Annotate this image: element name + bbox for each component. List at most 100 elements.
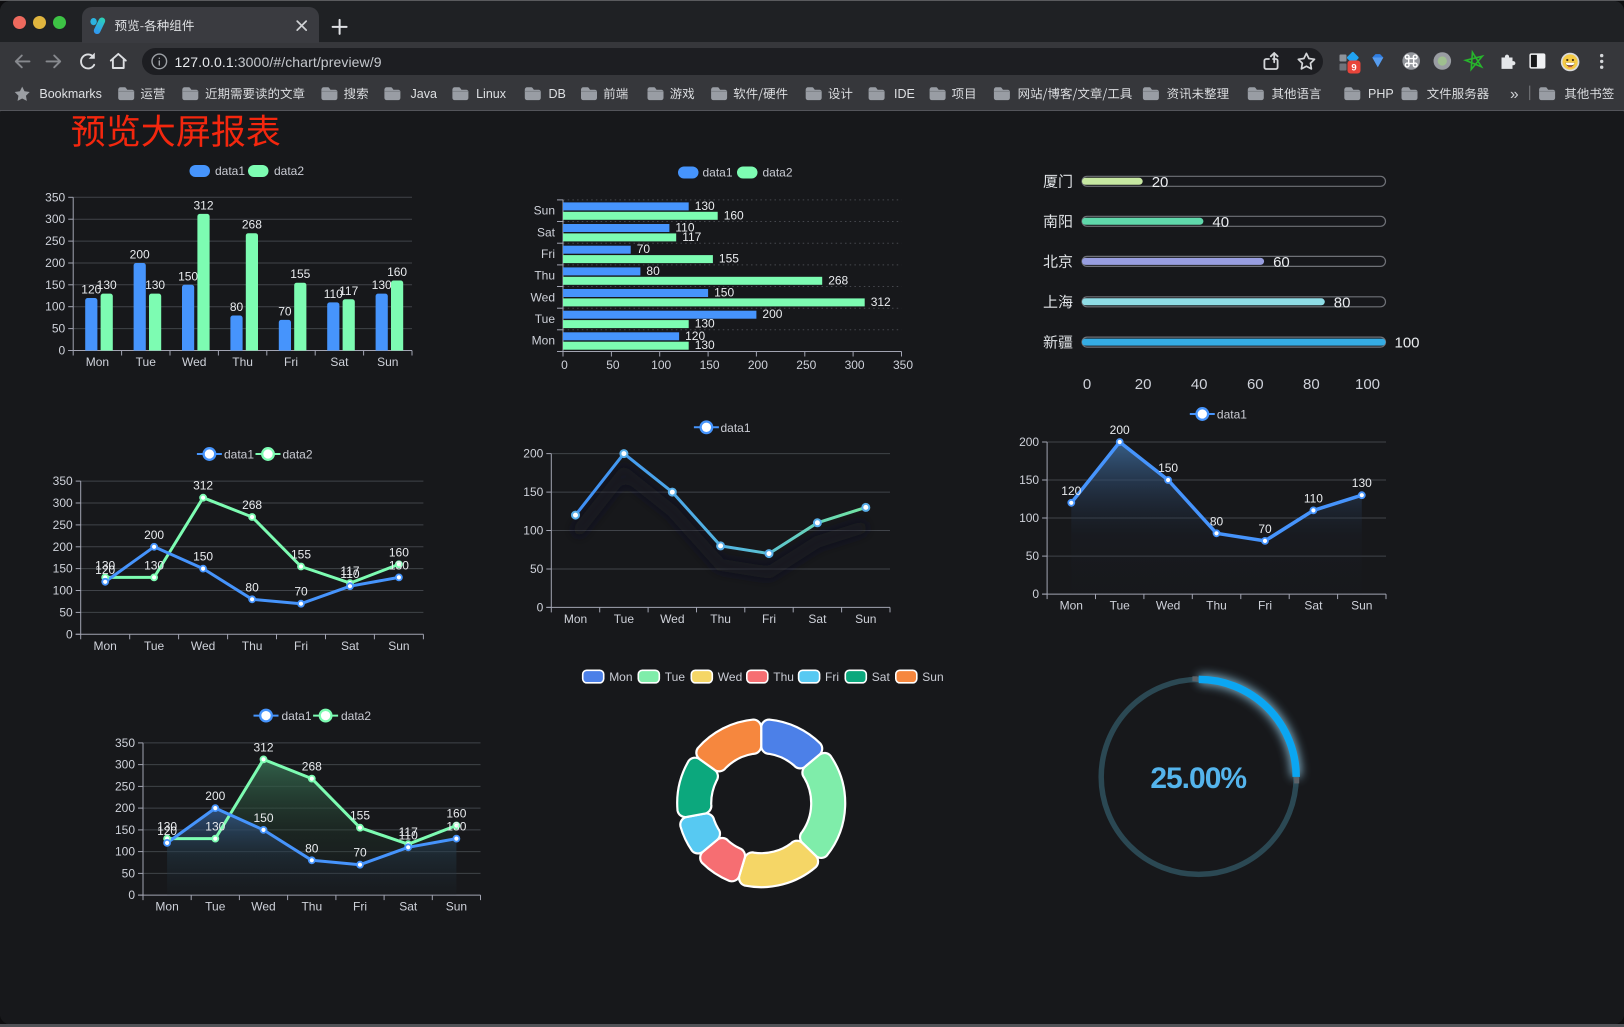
svg-text:Mon: Mon <box>94 639 117 653</box>
svg-text:130: 130 <box>1352 476 1372 490</box>
svg-text:150: 150 <box>1019 473 1039 487</box>
svg-text:160: 160 <box>446 807 466 821</box>
svg-text:120: 120 <box>95 563 115 577</box>
svg-text:110: 110 <box>399 828 418 842</box>
svg-text:150: 150 <box>253 811 273 825</box>
svg-text:130: 130 <box>95 558 115 572</box>
svg-text:Sat: Sat <box>1304 599 1323 613</box>
svg-text:Thu: Thu <box>534 269 555 283</box>
svg-text:130: 130 <box>97 278 117 292</box>
svg-text:Wed: Wed <box>251 900 275 914</box>
svg-text:Wed: Wed <box>531 290 555 304</box>
svg-text:Mon: Mon <box>564 612 587 626</box>
svg-text:Sat: Sat <box>872 670 891 684</box>
svg-text:120: 120 <box>1061 484 1081 498</box>
svg-text:Tue: Tue <box>614 612 635 626</box>
svg-text:312: 312 <box>253 740 273 754</box>
svg-text:60: 60 <box>1273 254 1290 271</box>
svg-text:data1: data1 <box>703 166 733 180</box>
svg-text:80: 80 <box>245 580 259 594</box>
svg-text:Sat: Sat <box>537 225 556 239</box>
svg-text:117: 117 <box>339 284 358 298</box>
svg-text:50: 50 <box>1026 549 1040 563</box>
svg-text:Sat: Sat <box>808 612 827 626</box>
svg-text:20: 20 <box>1135 376 1152 393</box>
svg-text:312: 312 <box>193 198 213 212</box>
svg-text:data1: data1 <box>215 164 245 178</box>
svg-text:Fri: Fri <box>1258 599 1272 613</box>
svg-text:Sun: Sun <box>446 900 467 914</box>
svg-text:Mon: Mon <box>609 670 632 684</box>
svg-text:Mon: Mon <box>1060 599 1083 613</box>
svg-text:Sun: Sun <box>922 670 943 684</box>
svg-text:Mon: Mon <box>155 900 178 914</box>
svg-text:DB: DB <box>549 87 566 101</box>
svg-text:data1: data1 <box>282 709 312 723</box>
svg-text:Java: Java <box>411 87 437 101</box>
svg-text:Sat: Sat <box>399 900 418 914</box>
svg-text:Fri: Fri <box>294 639 308 653</box>
svg-text:80: 80 <box>1334 294 1351 311</box>
svg-text:Tue: Tue <box>144 639 165 653</box>
svg-text:Wed: Wed <box>718 670 742 684</box>
svg-text:Tue: Tue <box>205 900 226 914</box>
svg-text:100: 100 <box>523 524 543 538</box>
svg-text:130: 130 <box>389 558 409 572</box>
svg-text:110: 110 <box>340 567 359 581</box>
svg-text:80: 80 <box>230 300 244 314</box>
svg-text:Sun: Sun <box>855 612 876 626</box>
svg-text:350: 350 <box>53 474 73 488</box>
svg-text:data1: data1 <box>1217 408 1247 422</box>
svg-text:100: 100 <box>45 300 65 314</box>
svg-text:155: 155 <box>291 548 311 562</box>
svg-text:130: 130 <box>695 199 715 213</box>
svg-text:20: 20 <box>1152 174 1169 191</box>
svg-text:120: 120 <box>157 824 177 838</box>
svg-text:Sun: Sun <box>377 355 398 369</box>
svg-text:200: 200 <box>762 307 782 321</box>
svg-text:300: 300 <box>45 212 65 226</box>
svg-text:100: 100 <box>651 358 671 372</box>
svg-text:200: 200 <box>523 447 543 461</box>
svg-text:100: 100 <box>1355 376 1380 393</box>
svg-text:Linux: Linux <box>476 87 507 101</box>
svg-text:312: 312 <box>871 295 891 309</box>
svg-text:120: 120 <box>81 283 101 297</box>
svg-text:0: 0 <box>1083 376 1091 393</box>
svg-text:130: 130 <box>157 820 177 834</box>
svg-text:350: 350 <box>893 358 913 372</box>
svg-text:160: 160 <box>389 545 409 559</box>
svg-text:60: 60 <box>1247 376 1264 393</box>
svg-text:150: 150 <box>53 562 73 576</box>
svg-text:150: 150 <box>700 358 720 372</box>
svg-text:PHP: PHP <box>1368 87 1394 101</box>
svg-text:200: 200 <box>45 256 65 270</box>
svg-text:150: 150 <box>523 485 543 499</box>
svg-text:0: 0 <box>1032 587 1039 601</box>
svg-text:Mon: Mon <box>532 334 555 348</box>
svg-text:0: 0 <box>128 888 135 902</box>
svg-text:40: 40 <box>1191 376 1208 393</box>
svg-text:155: 155 <box>350 809 370 823</box>
svg-text:268: 268 <box>302 760 322 774</box>
svg-text:200: 200 <box>205 789 225 803</box>
svg-text:200: 200 <box>748 358 768 372</box>
svg-text:Wed: Wed <box>1156 599 1180 613</box>
svg-text:Wed: Wed <box>191 639 215 653</box>
svg-text:117: 117 <box>682 230 701 244</box>
svg-text:Sun: Sun <box>534 204 555 218</box>
svg-text:Bookmarks: Bookmarks <box>39 87 102 101</box>
svg-text:150: 150 <box>45 278 65 292</box>
svg-text:80: 80 <box>1303 376 1320 393</box>
svg-text:data2: data2 <box>763 166 793 180</box>
svg-text:312: 312 <box>193 479 213 493</box>
svg-text:0: 0 <box>59 344 66 358</box>
svg-text:250: 250 <box>796 358 816 372</box>
svg-text:130: 130 <box>695 338 715 352</box>
svg-text:data2: data2 <box>274 164 304 178</box>
svg-text:200: 200 <box>1110 423 1130 437</box>
svg-text:150: 150 <box>178 269 198 283</box>
svg-text:300: 300 <box>845 358 865 372</box>
svg-text:Fri: Fri <box>284 355 298 369</box>
svg-text:120: 120 <box>685 329 705 343</box>
